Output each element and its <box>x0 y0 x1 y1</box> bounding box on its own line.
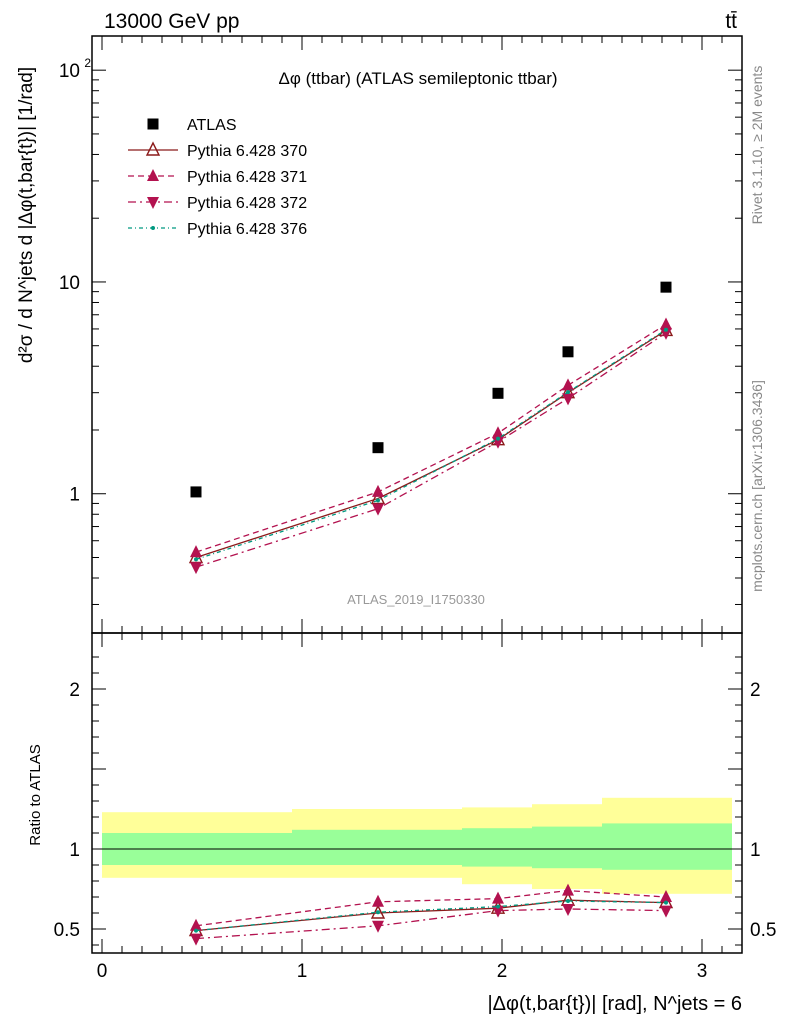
data-point-triangle-up <box>190 918 202 931</box>
data-point-triangle-down <box>372 920 384 933</box>
process-label: tt̄ <box>725 10 737 33</box>
data-point-triangle-down <box>562 393 574 406</box>
chart-title: Δφ (ttbar) (ATLAS semileptonic ttbar) <box>278 69 557 88</box>
data-point-square <box>562 346 574 358</box>
ratio-y-axis-title: Ratio to ATLAS <box>27 744 44 845</box>
data-point-dot <box>376 498 380 503</box>
data-point-square <box>660 281 672 293</box>
series-line <box>195 889 667 927</box>
ratio-series-layer <box>188 883 674 946</box>
series-line <box>195 329 667 559</box>
x-tick-label: 2 <box>497 961 508 982</box>
main-axes-ticks: 1 10 10 2 <box>59 36 742 605</box>
series-line <box>195 899 667 932</box>
data-point-triangle-down <box>147 197 159 209</box>
x-tick-label: 3 <box>697 961 708 982</box>
data-point-triangle-down <box>660 905 672 918</box>
series-line <box>195 908 667 940</box>
data-point-triangle-down <box>660 327 672 340</box>
data-point-triangle-down <box>492 436 504 449</box>
ratio-y-tick-label-left: 1 <box>69 840 80 861</box>
ratio-y-tick-label-left: 0.5 <box>54 920 80 941</box>
data-point-dot <box>151 226 155 230</box>
data-point-triangle-up <box>492 426 504 439</box>
data-point-dot <box>496 904 500 909</box>
x-axis-title: |Δφ(t,bar{t})| [rad], N^jets = 6 <box>487 993 742 1015</box>
ratio-y-tick-label-left: 2 <box>69 680 80 701</box>
analysis-watermark: ATLAS_2019_I1750330 <box>347 592 485 607</box>
main-y-tick-label: 10 <box>59 273 80 294</box>
data-point-dot <box>566 899 570 903</box>
main-y-tick-label: 1 <box>69 485 80 506</box>
data-point-dot <box>496 436 500 441</box>
data-point-triangle-up <box>660 890 672 902</box>
ratio-axes-ticks: 0 1 2 3 0.5 0.5 1 1 2 2 <box>54 619 776 982</box>
legend-label: Pythia 6.428 372 <box>187 195 307 212</box>
main-y-tick-label: 10 <box>59 61 80 82</box>
legend-label: Pythia 6.428 376 <box>187 221 307 238</box>
series-line <box>195 323 667 553</box>
series-line <box>195 900 667 932</box>
source-label: mcplots.cern.ch [arXiv:1306.3436] <box>749 380 765 592</box>
ratio-plot-frame <box>91 632 743 954</box>
ratio-inner-band-segment <box>462 828 532 867</box>
ratio-uncertainty-bands <box>92 797 742 894</box>
legend-label: Pythia 6.428 370 <box>187 143 307 160</box>
series-line <box>195 329 667 560</box>
data-point-square <box>190 486 202 498</box>
data-point-triangle-up <box>372 484 384 497</box>
legend-label: Pythia 6.428 371 <box>187 169 307 186</box>
data-point-dot <box>664 900 668 905</box>
data-point-open-triangle <box>370 489 386 505</box>
data-point-dot <box>194 928 198 933</box>
data-point-triangle-up <box>492 891 504 904</box>
data-point-triangle-up <box>372 894 384 907</box>
ratio-y-tick-label-right: 2 <box>750 680 761 701</box>
data-point-triangle-down <box>492 905 504 918</box>
data-point-square <box>147 118 159 130</box>
energy-label: 13000 GeV pp <box>104 10 239 33</box>
data-point-triangle-down <box>562 904 574 916</box>
ratio-inner-band-segment <box>602 823 732 870</box>
data-point-dot <box>664 327 668 332</box>
data-point-dot <box>376 910 380 915</box>
data-point-square <box>492 387 504 399</box>
data-point-triangle-down <box>372 503 384 516</box>
data-point-square <box>372 442 384 454</box>
main-y-tick-label-exponent: 2 <box>84 56 91 70</box>
data-point-triangle-up <box>660 317 672 330</box>
main-y-axis-title: d²σ / d N^jets d |Δφ(t,bar{t})| [1/rad] <box>16 67 37 363</box>
data-point-open-triangle <box>145 141 161 156</box>
data-point-triangle-up <box>190 545 202 558</box>
data-point-dot <box>566 390 570 395</box>
ratio-y-tick-label-right: 1 <box>750 840 761 861</box>
data-point-triangle-up <box>562 883 574 896</box>
ratio-y-tick-label-right: 0.5 <box>750 920 776 941</box>
legend: ATLAS Pythia 6.428 370 Pythia 6.428 371 Pyt… <box>128 117 307 238</box>
x-tick-label: 0 <box>97 961 108 982</box>
legend-label: ATLAS <box>187 117 237 134</box>
data-point-dot <box>194 557 198 562</box>
data-point-triangle-down <box>190 933 202 946</box>
ratio-inner-band-segment <box>532 826 602 869</box>
rivet-label: Rivet 3.1.10, ≥ 2M events <box>749 66 765 225</box>
ratio-inner-band-segment <box>292 829 462 865</box>
main-series-layer <box>188 281 674 575</box>
data-point-triangle-down <box>190 562 202 575</box>
data-point-triangle-up <box>562 378 574 391</box>
data-point-triangle-up <box>147 169 159 181</box>
x-tick-label: 1 <box>297 961 308 982</box>
